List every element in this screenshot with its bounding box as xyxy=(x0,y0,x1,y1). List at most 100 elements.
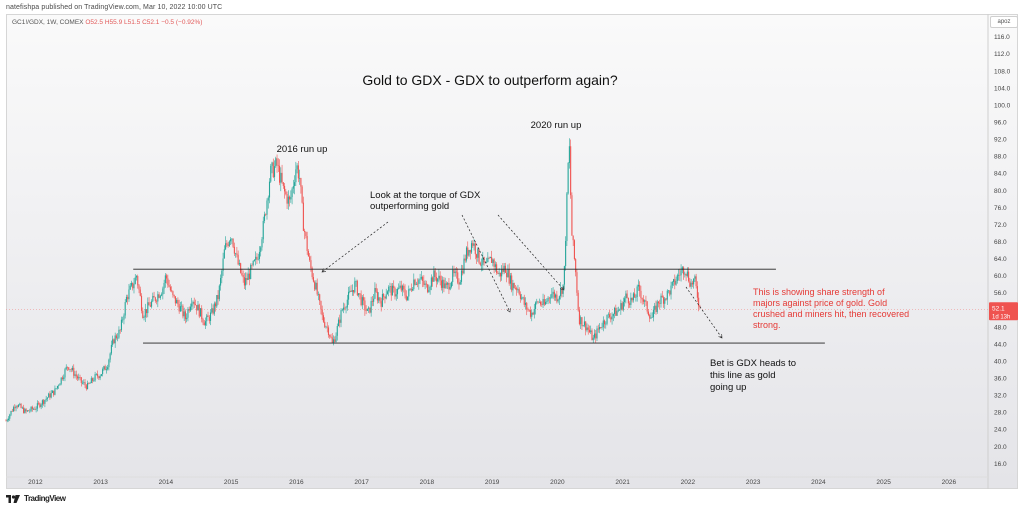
candle-body xyxy=(350,290,352,292)
candle-body xyxy=(212,308,214,314)
candle-body xyxy=(179,306,181,312)
candle-body xyxy=(353,290,355,293)
candle-body xyxy=(404,289,406,296)
candle-body xyxy=(88,382,90,384)
candle-body xyxy=(163,282,165,289)
candle-body xyxy=(237,254,239,265)
candle-body xyxy=(103,366,105,370)
candle-body xyxy=(273,166,276,178)
y-tick-label: 108.0 xyxy=(994,68,1011,75)
candle-body xyxy=(246,278,248,281)
candle-body xyxy=(696,286,698,298)
candle-body xyxy=(321,309,323,316)
candle-body xyxy=(482,256,484,265)
candle-body xyxy=(536,301,538,303)
candle-body xyxy=(75,374,77,377)
scale-mode-button[interactable]: apoz xyxy=(990,16,1018,28)
candle-body xyxy=(358,293,360,296)
y-tick-label: 32.0 xyxy=(994,393,1007,400)
candle-body xyxy=(100,374,102,377)
candle-body xyxy=(622,302,624,310)
candle-body xyxy=(438,275,440,279)
candle-body xyxy=(45,398,47,400)
candle-body xyxy=(364,300,366,311)
tradingview-brand[interactable]: TradingView xyxy=(24,494,66,503)
candle-body xyxy=(665,298,667,300)
candle-body xyxy=(460,270,463,282)
candle-body xyxy=(98,376,100,379)
candle-body xyxy=(243,277,245,286)
candle-body xyxy=(659,303,661,304)
candle-body xyxy=(360,294,362,306)
candle-body xyxy=(349,290,351,292)
candle-body xyxy=(405,295,407,300)
candle-body xyxy=(513,283,515,289)
candle-body xyxy=(651,317,653,318)
candle-body xyxy=(345,307,347,309)
candle-body xyxy=(619,309,621,311)
projection-arrow xyxy=(685,286,722,338)
candle-body xyxy=(443,279,445,289)
candle-body xyxy=(522,297,524,298)
candle-body xyxy=(408,289,410,297)
chart-title: Gold to GDX - GDX to outperform again? xyxy=(362,72,617,88)
candle-body xyxy=(670,285,672,295)
candle-body xyxy=(197,304,199,311)
candle-body xyxy=(41,400,43,405)
candle-body xyxy=(295,169,297,183)
candle-body xyxy=(551,293,553,298)
candle-body xyxy=(79,377,81,378)
candle-body xyxy=(225,243,227,250)
candle-body xyxy=(70,369,72,371)
candle-body xyxy=(99,376,101,379)
candle-body xyxy=(512,283,514,291)
y-tick-label: 24.0 xyxy=(994,427,1007,434)
candle-body xyxy=(109,353,111,360)
candle-body xyxy=(257,258,259,260)
candle-body xyxy=(433,270,435,282)
candle-body xyxy=(586,327,588,331)
candle-body xyxy=(161,294,163,296)
x-tick-label: 2020 xyxy=(550,479,565,486)
y-tick-label: 36.0 xyxy=(994,376,1007,383)
y-tick-label: 100.0 xyxy=(994,102,1011,109)
candle-body xyxy=(688,271,690,282)
candle-body xyxy=(173,294,175,297)
candle-body xyxy=(236,253,238,255)
candle-body xyxy=(191,303,193,307)
candle-body xyxy=(606,314,608,324)
candle-body xyxy=(21,407,23,409)
candle-body xyxy=(630,297,632,305)
candle-body xyxy=(403,285,405,290)
candle-body xyxy=(359,293,361,295)
candle-body xyxy=(444,283,446,289)
candle-body xyxy=(15,406,17,409)
candle-body xyxy=(122,319,124,321)
candle-body xyxy=(292,186,294,189)
candle-body xyxy=(336,326,338,336)
x-tick-label: 2024 xyxy=(811,479,826,486)
candle-body xyxy=(616,310,618,316)
candle-body xyxy=(647,311,650,316)
candle-body xyxy=(245,278,247,286)
candle-body xyxy=(547,297,549,302)
candle-body xyxy=(184,311,186,320)
candle-body xyxy=(417,283,419,285)
candle-body xyxy=(424,283,426,285)
candle-body xyxy=(602,320,604,328)
candle-body xyxy=(192,301,194,304)
candle-body xyxy=(458,282,460,285)
candle-body xyxy=(221,270,223,278)
candle-body xyxy=(581,317,583,327)
chart-area[interactable] xyxy=(6,14,1018,489)
candle-body xyxy=(521,297,523,299)
candle-body xyxy=(479,262,481,265)
candle-body xyxy=(629,303,631,305)
symbol-label: GC1!/GDX, 1W, COMEX xyxy=(12,19,84,26)
x-tick-label: 2016 xyxy=(289,479,304,486)
candle-body xyxy=(487,257,489,263)
candle-body xyxy=(450,282,453,287)
candle-body xyxy=(280,172,282,183)
candle-body xyxy=(6,419,8,421)
candle-body xyxy=(281,172,283,183)
